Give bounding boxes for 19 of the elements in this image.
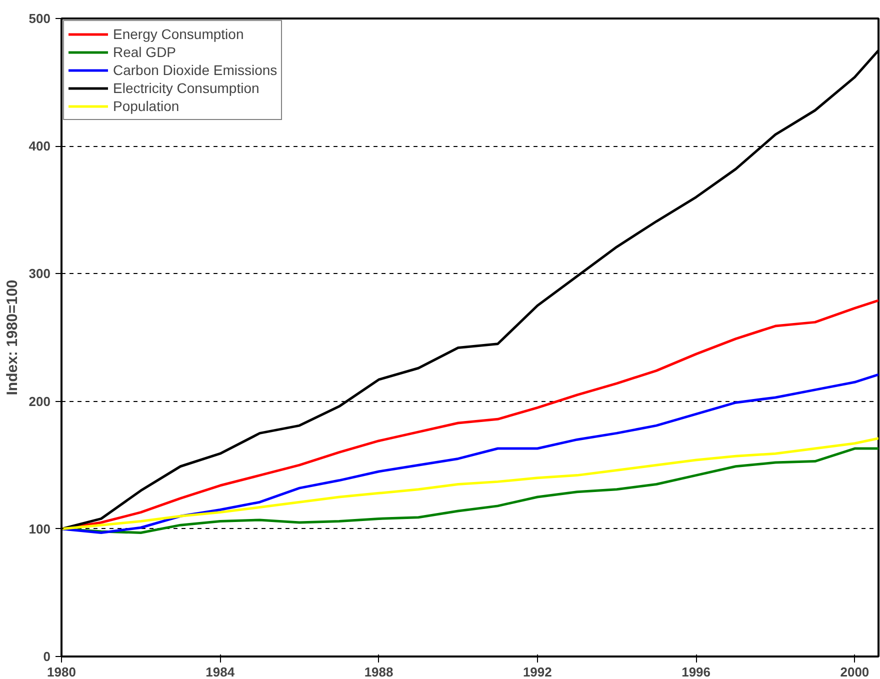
line-series [62, 373, 878, 534]
x-tick-label: 1984 [206, 664, 236, 679]
y-tick-label: 200 [28, 394, 51, 409]
y-tick-label: 0 [43, 649, 51, 664]
x-tick-label: 1996 [682, 664, 711, 679]
legend-label: Carbon Dioxide Emissions [113, 61, 278, 79]
y-tick-label: 400 [28, 138, 51, 154]
x-tick-label: 1992 [522, 664, 552, 679]
x-tick-label: 2000 [840, 664, 870, 679]
y-axis-title: Index: 1980=100 [4, 280, 21, 396]
x-tick-label: 1988 [364, 664, 394, 679]
legend-label: Energy Consumption [113, 25, 244, 43]
legend-label: Real GDP [113, 43, 176, 61]
legend-label: Population [113, 97, 180, 115]
y-tick-label: 100 [28, 521, 51, 536]
y-tick-label: 300 [28, 266, 51, 282]
x-tick-label: 1980 [47, 664, 76, 679]
y-tick-label: 500 [28, 11, 51, 26]
legend-label: Electricity Consumption [113, 79, 260, 97]
